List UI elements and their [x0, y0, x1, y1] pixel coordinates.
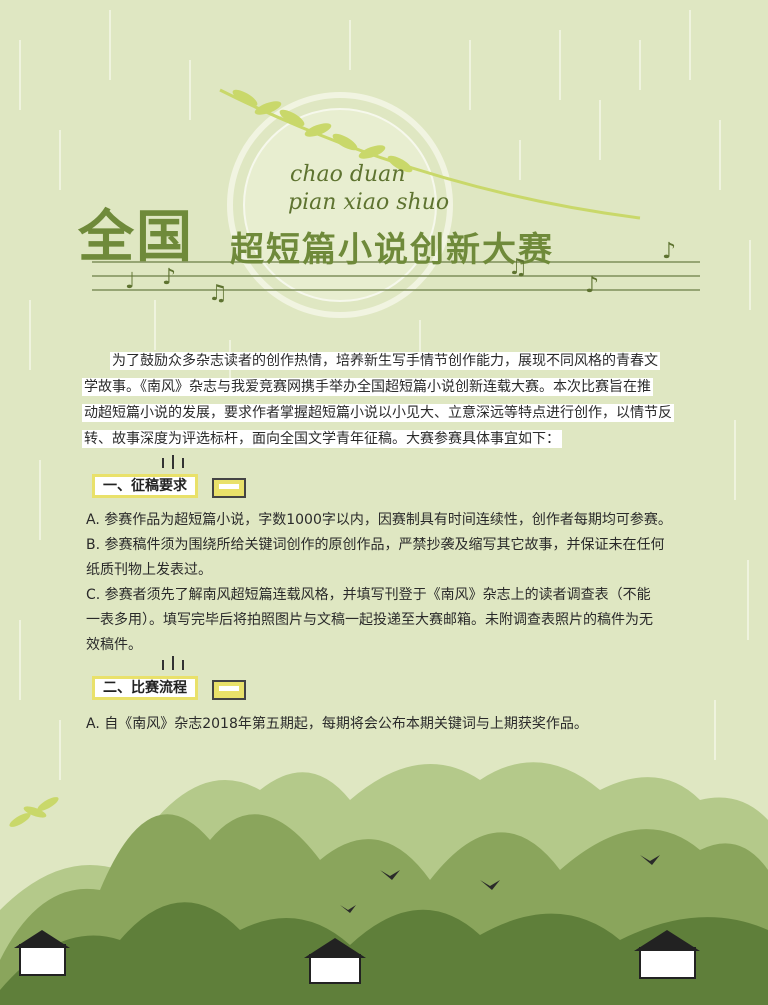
intro-line: 动超短篇小说的发展，要求作者掌握超短篇小说以小见大、立意深远等特点进行创作，以情… [82, 404, 674, 422]
tick-mark [182, 660, 184, 670]
tick-mark [162, 458, 164, 468]
tag-tail [212, 478, 246, 498]
music-note-icon: ♫ [208, 281, 228, 306]
tick-mark [182, 458, 184, 468]
music-note-icon: ♪ [662, 239, 676, 264]
title-decoration [92, 88, 700, 318]
title-header: chao duan pian xiao shuo 全国 超短篇小说创新大赛 ♩ … [0, 0, 768, 340]
list-item: C. 参赛者须先了解南风超短篇连载风格，并填写刊登于《南风》杂志上的读者调查表（… [86, 587, 651, 603]
music-note-icon: ♪ [585, 273, 599, 298]
pinyin-line-1: chao duan [290, 162, 406, 187]
house-icon [19, 944, 696, 984]
music-note-icon: ♩ [125, 269, 135, 294]
intro-line: 转、故事深度为评选标杆，面向全国文学青年征稿。大赛参赛具体事宜如下： [82, 430, 562, 448]
section1-body: A. 参赛作品为超短篇小说，字数1000字以内，因赛制具有时间连续性，创作者每期… [86, 508, 702, 658]
wheat-sprig-icon [9, 797, 59, 827]
list-item: A. 自《南风》杂志2018年第五期起，每期将会公布本期关键词与上期获奖作品。 [86, 716, 588, 732]
list-item: A. 参赛作品为超短篇小说，字数1000字以内，因赛制具有时间连续性，创作者每期… [86, 512, 672, 528]
intro-line: 学故事。《南风》杂志与我爱竞赛网携手举办全国超短篇小说创新连载大赛。本次比赛旨在… [82, 378, 653, 396]
tag-tail [212, 680, 246, 700]
title-main: 全国 [78, 204, 194, 270]
tick-mark [172, 656, 174, 670]
list-item: 效稿件。 [86, 637, 142, 653]
mountain-landscape [0, 762, 768, 1005]
tick-mark [172, 455, 174, 469]
pinyin-line-2: pian xiao shuo [288, 190, 450, 215]
house-roofs [14, 930, 700, 958]
section-tag-requirements: 一、征稿要求 [92, 474, 198, 498]
title-subtitle: 超短篇小说创新大赛 [230, 230, 554, 270]
intro-line: 为了鼓励众多杂志读者的创作热情，培养新生写手情节创作能力，展现不同风格的青春文 [110, 352, 660, 370]
music-notes: ♩ ♪ ♫ ♫ ♪ ♪ [125, 239, 676, 306]
music-note-icon: ♪ [162, 265, 176, 290]
section-tag-process: 二、比赛流程 [92, 676, 198, 700]
list-item: 一表多用）。填写完毕后将拍照图片与文稿一起投递至大赛邮箱。未附调查表照片的稿件为… [86, 612, 653, 628]
music-note-icon: ♫ [508, 255, 528, 280]
intro-paragraph: 为了鼓励众多杂志读者的创作热情，培养新生写手情节创作能力，展现不同风格的青春文 … [82, 348, 694, 452]
section2-body: A. 自《南风》杂志2018年第五期起，每期将会公布本期关键词与上期获奖作品。 [86, 712, 702, 737]
list-item: B. 参赛稿件须为围绕所给关键词创作的原创作品，严禁抄袭及缩写其它故事，并保证未… [86, 537, 665, 553]
tick-mark [162, 660, 164, 670]
list-item: 纸质刊物上发表过。 [86, 562, 212, 578]
